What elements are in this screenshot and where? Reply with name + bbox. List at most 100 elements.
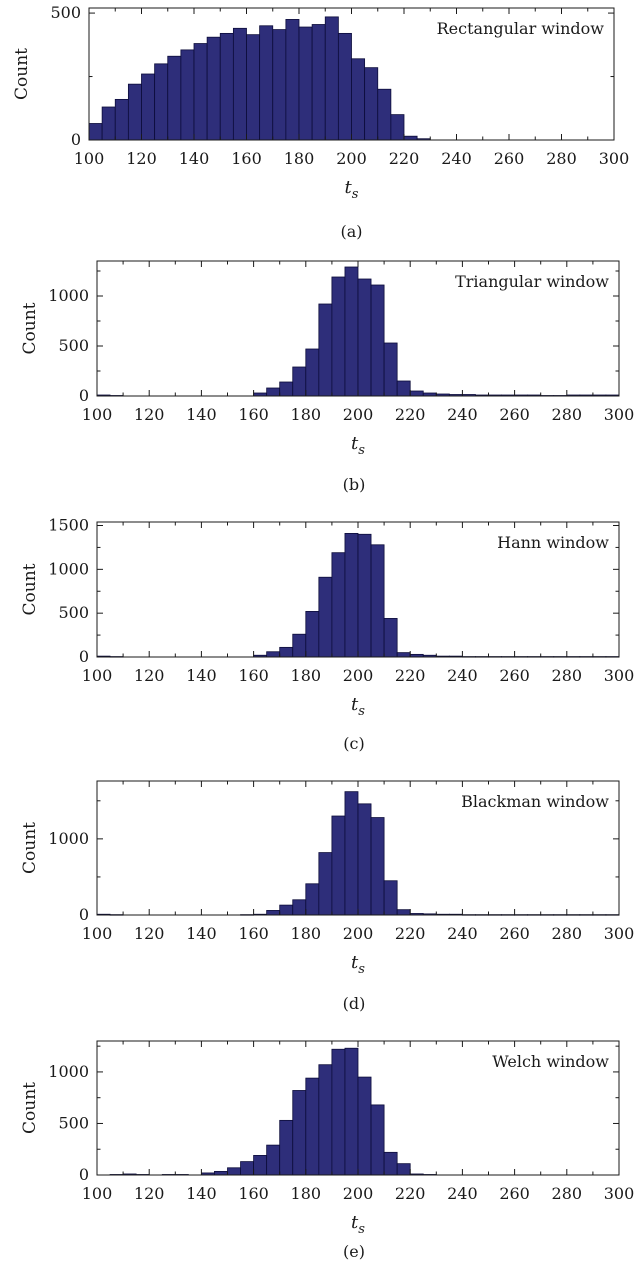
histogram-panel-1: 100 120 140 160 180 200 220 240 260 280 300 0 500 Rec… <box>12 3 629 241</box>
histogram-bar <box>344 532 359 658</box>
histogram-bar <box>305 611 320 658</box>
histogram-bar <box>344 1047 359 1176</box>
x-tick-label: 300 <box>599 149 630 168</box>
x-tick-label: 160 <box>238 666 269 685</box>
x-tick-label: 220 <box>395 405 426 424</box>
histogram-bar <box>324 16 339 141</box>
x-tick-label: 120 <box>126 149 157 168</box>
histogram-bar <box>396 652 411 658</box>
histogram-bar <box>292 633 307 658</box>
histogram-bar <box>364 67 379 141</box>
x-axis-label: ts <box>351 952 365 977</box>
histogram-bar <box>331 552 346 658</box>
y-tick-label: 0 <box>79 386 89 405</box>
x-tick-label: 180 <box>291 924 322 943</box>
x-tick-label: 220 <box>395 666 426 685</box>
panel-caption: (e) <box>343 1242 365 1261</box>
x-tick-label: 260 <box>499 405 530 424</box>
histogram-bar <box>259 25 274 141</box>
x-tick-label: 280 <box>552 924 583 943</box>
panel-caption: (c) <box>343 734 364 753</box>
histogram-bar <box>383 1151 398 1176</box>
histogram-bar <box>253 1155 268 1176</box>
y-tick-label: 500 <box>50 3 81 22</box>
histogram-bar <box>88 123 103 141</box>
x-tick-label: 100 <box>82 405 113 424</box>
histogram-bar <box>240 1161 255 1176</box>
histogram-bar <box>337 32 352 141</box>
x-tick-label: 180 <box>284 149 315 168</box>
histogram-bar <box>127 83 142 141</box>
histogram-bar <box>246 34 261 141</box>
histogram-bar <box>305 1077 320 1176</box>
histogram-bar <box>357 533 372 658</box>
histogram-panel-3: 100 120 140 160 180 200 220 240 260 280 300 0 500 100… <box>20 516 634 753</box>
x-tick-label: 240 <box>447 924 478 943</box>
histogram-bar <box>101 106 116 141</box>
x-tick-label: 280 <box>552 1184 583 1203</box>
histogram-bar <box>292 366 307 397</box>
x-tick-label: 260 <box>494 149 525 168</box>
histogram-bar <box>357 1076 372 1176</box>
histogram-bar <box>331 815 346 916</box>
x-tick-label: 120 <box>134 405 165 424</box>
histogram-bar <box>279 646 294 658</box>
y-axis-label: Count <box>20 1082 40 1134</box>
histogram-bar <box>298 26 313 141</box>
histogram-bar <box>279 1119 294 1176</box>
x-tick-label: 160 <box>238 1184 269 1203</box>
histogram-bar <box>403 135 418 141</box>
histogram-bar <box>305 883 320 916</box>
histogram-bar <box>331 276 346 397</box>
y-tick-label: 1500 <box>48 516 89 535</box>
x-tick-label: 240 <box>447 405 478 424</box>
histogram-bar <box>227 1167 241 1176</box>
y-tick-label: 0 <box>79 647 89 666</box>
window-label: Welch window <box>492 1052 609 1071</box>
x-tick-label: 280 <box>546 149 577 168</box>
x-axis-label: ts <box>351 433 365 458</box>
x-tick-label: 260 <box>499 666 530 685</box>
x-tick-label: 140 <box>179 149 210 168</box>
x-tick-label: 100 <box>74 149 105 168</box>
histogram-bar <box>180 49 195 141</box>
histogram-bar <box>396 909 411 916</box>
y-axis-label: Count <box>20 563 40 615</box>
y-tick-label: 1000 <box>48 286 89 305</box>
histogram-bar <box>318 1064 333 1176</box>
x-tick-label: 200 <box>343 405 374 424</box>
histogram-bar <box>383 880 398 916</box>
histogram-bar <box>370 817 385 916</box>
histogram-bar <box>167 55 182 141</box>
x-tick-label: 200 <box>336 149 367 168</box>
x-tick-label: 100 <box>82 666 113 685</box>
panel-caption: (a) <box>340 222 362 241</box>
y-tick-label: 1000 <box>48 1062 89 1081</box>
histogram-panel-5: 100 120 140 160 180 200 220 240 260 280 300 0 500 100… <box>20 1040 634 1261</box>
y-axis-label: Count <box>20 302 40 354</box>
x-tick-label: 240 <box>447 1184 478 1203</box>
x-axis-label: ts <box>345 177 359 202</box>
histogram-bar <box>279 904 294 916</box>
x-tick-label: 300 <box>604 924 635 943</box>
histogram-bar <box>154 63 169 141</box>
y-tick-label: 1000 <box>48 559 89 578</box>
x-tick-label: 120 <box>134 1184 165 1203</box>
x-tick-label: 160 <box>238 405 269 424</box>
x-tick-label: 280 <box>552 405 583 424</box>
window-label: Hann window <box>497 533 609 552</box>
x-tick-label: 120 <box>134 924 165 943</box>
histogram-bar <box>344 266 359 397</box>
x-tick-label: 120 <box>134 666 165 685</box>
histogram-bar <box>396 1163 411 1176</box>
histogram-bar <box>214 1170 228 1176</box>
histogram-bar <box>266 1144 281 1176</box>
x-tick-label: 100 <box>82 924 113 943</box>
x-tick-label: 100 <box>82 1184 113 1203</box>
histogram-bar <box>318 576 333 658</box>
y-tick-label: 500 <box>58 336 89 355</box>
histogram-bar <box>370 284 385 397</box>
histogram-bar <box>370 1104 385 1176</box>
histogram-panel-2: 100 120 140 160 180 200 220 240 260 280 300 0 500 100… <box>20 260 634 494</box>
